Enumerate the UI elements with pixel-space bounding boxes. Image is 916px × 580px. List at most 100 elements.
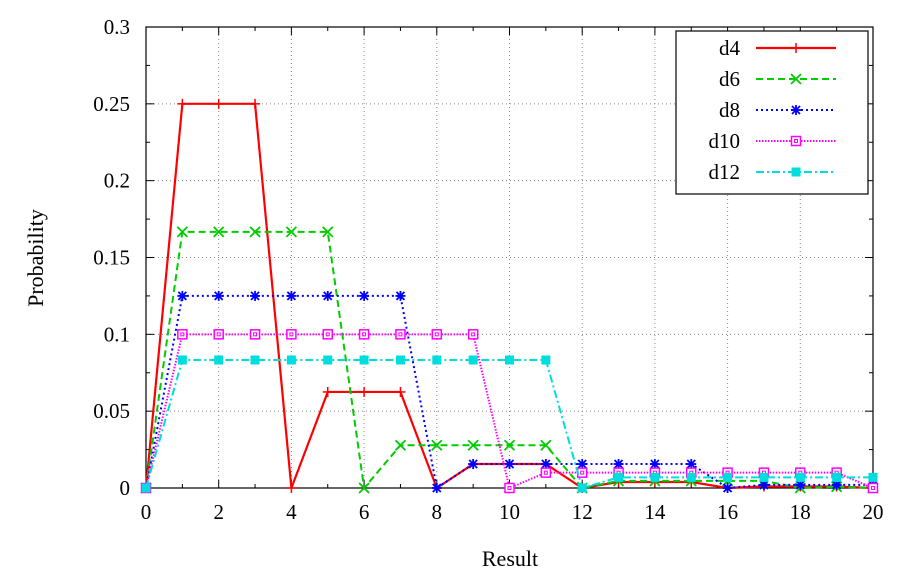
data-point-d12 bbox=[286, 355, 296, 365]
legend-marker-sample bbox=[791, 43, 801, 53]
data-point-d6 bbox=[176, 226, 188, 238]
data-point-d8 bbox=[250, 290, 261, 301]
data-point-d6 bbox=[249, 226, 261, 238]
legend-label: d10 bbox=[709, 129, 741, 153]
x-axis-label: Result bbox=[482, 546, 538, 571]
x-tick-label: 10 bbox=[499, 500, 520, 524]
data-point-d12 bbox=[395, 355, 405, 365]
legend-label: d8 bbox=[719, 98, 740, 122]
data-point-d8 bbox=[613, 459, 624, 470]
data-point-d10 bbox=[395, 329, 406, 340]
data-point-d10 bbox=[322, 329, 333, 340]
data-point-d12 bbox=[686, 472, 696, 482]
y-tick-label: 0.2 bbox=[104, 169, 130, 193]
data-point-d6 bbox=[431, 439, 443, 451]
legend-label: d6 bbox=[719, 67, 740, 91]
legend-entry-d8: d8 bbox=[719, 98, 836, 122]
data-point-d8 bbox=[359, 290, 370, 301]
x-tick-label: 4 bbox=[286, 500, 297, 524]
legend-entry-d10: d10 bbox=[709, 129, 836, 153]
data-point-d4 bbox=[177, 98, 188, 109]
data-point-d12 bbox=[214, 355, 224, 365]
legend-entry-d4: d4 bbox=[719, 36, 836, 60]
data-point-d12 bbox=[723, 472, 733, 482]
data-point-d6 bbox=[358, 482, 370, 494]
x-tick-label: 0 bbox=[141, 500, 152, 524]
legend-marker-sample bbox=[790, 73, 802, 85]
data-point-d8 bbox=[395, 290, 406, 301]
data-point-d10 bbox=[213, 329, 224, 340]
data-point-d12 bbox=[541, 355, 551, 365]
data-point-d8 bbox=[286, 290, 297, 301]
data-point-d12 bbox=[141, 483, 151, 493]
data-point-d12 bbox=[432, 355, 442, 365]
data-point-d10 bbox=[177, 329, 188, 340]
data-point-d8 bbox=[686, 459, 697, 470]
data-point-d4 bbox=[359, 386, 370, 397]
y-tick-label: 0.05 bbox=[93, 399, 130, 423]
data-point-d10 bbox=[358, 329, 370, 340]
data-point-d6 bbox=[467, 439, 479, 451]
series-lines bbox=[140, 98, 879, 494]
legend-label: d12 bbox=[709, 160, 741, 184]
data-point-d10 bbox=[576, 467, 588, 478]
data-point-d6 bbox=[540, 439, 552, 451]
data-point-d8 bbox=[468, 459, 479, 470]
data-point-d10 bbox=[286, 329, 297, 340]
y-tick-label: 0.25 bbox=[93, 92, 130, 116]
data-point-d6 bbox=[394, 439, 407, 451]
x-tick-label: 12 bbox=[572, 500, 593, 524]
data-point-d6 bbox=[503, 439, 516, 451]
x-tick-label: 16 bbox=[717, 500, 738, 524]
y-tick-label: 0.15 bbox=[93, 246, 130, 270]
data-point-d12 bbox=[505, 355, 514, 365]
data-point-d12 bbox=[468, 355, 478, 365]
y-tick-label: 0.1 bbox=[104, 322, 130, 346]
data-point-d12 bbox=[759, 472, 769, 482]
data-point-d10 bbox=[431, 329, 443, 340]
data-point-d12 bbox=[650, 472, 660, 482]
data-point-d4 bbox=[250, 98, 261, 109]
data-point-d8 bbox=[795, 479, 806, 490]
legend-entry-d6: d6 bbox=[719, 67, 836, 91]
data-point-d8 bbox=[649, 459, 660, 470]
legend-marker-sample bbox=[791, 105, 801, 115]
legend: d4 d6 d8 d10 d12 bbox=[675, 30, 869, 195]
data-point-d4 bbox=[286, 483, 297, 493]
y-tick-label: 0 bbox=[120, 476, 131, 500]
data-point-d4 bbox=[395, 386, 406, 397]
data-point-d8 bbox=[722, 483, 733, 493]
data-point-d6 bbox=[322, 226, 334, 238]
x-tick-label: 6 bbox=[359, 500, 370, 524]
data-point-d12 bbox=[250, 355, 260, 365]
data-point-d12 bbox=[868, 472, 878, 482]
data-point-d12 bbox=[359, 355, 369, 365]
data-point-d12 bbox=[795, 472, 805, 482]
data-point-d8 bbox=[504, 459, 515, 470]
x-tick-label: 14 bbox=[644, 500, 666, 524]
data-point-d10 bbox=[867, 482, 879, 494]
data-point-d12 bbox=[832, 472, 842, 482]
y-axis-label: Probability bbox=[23, 209, 48, 307]
x-tick-label: 18 bbox=[790, 500, 811, 524]
data-point-d10 bbox=[467, 329, 479, 340]
data-point-d10 bbox=[249, 329, 261, 340]
legend-entry-d12: d12 bbox=[709, 160, 836, 184]
data-point-d12 bbox=[323, 355, 333, 365]
data-point-d4 bbox=[322, 386, 333, 397]
data-point-d10 bbox=[504, 482, 515, 494]
legend-marker-sample bbox=[790, 135, 802, 147]
data-point-d8 bbox=[431, 483, 442, 493]
data-point-d4 bbox=[213, 98, 224, 109]
legend-marker-sample bbox=[791, 167, 801, 177]
data-point-d6 bbox=[285, 226, 298, 238]
data-point-d8 bbox=[177, 290, 188, 301]
data-point-d6 bbox=[213, 226, 225, 238]
legend-label: d4 bbox=[719, 36, 741, 60]
legend-box bbox=[675, 30, 869, 195]
data-point-d12 bbox=[614, 472, 624, 482]
data-point-d8 bbox=[577, 459, 588, 470]
x-tick-label: 8 bbox=[432, 500, 443, 524]
series-d12 bbox=[141, 355, 878, 493]
